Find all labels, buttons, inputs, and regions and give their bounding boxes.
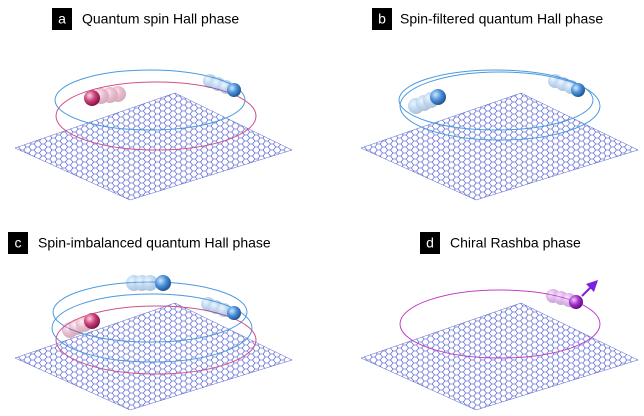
electron (571, 83, 585, 97)
panel-title: Quantum spin Hall phase (82, 11, 239, 27)
electron (227, 306, 241, 320)
panel-title: Spin-imbalanced quantum Hall phase (38, 235, 271, 251)
electron (227, 83, 241, 97)
lattice (15, 93, 292, 200)
panel-a: a Quantum spin Hall phase (15, 8, 292, 200)
figure: a Quantum spin Hall phase b Spin-filtere… (0, 0, 644, 416)
panel-title: Chiral Rashba phase (450, 235, 581, 251)
panel-letter: d (426, 235, 434, 251)
electron (430, 89, 446, 105)
panel-d: d Chiral Rashba phase (361, 232, 638, 410)
electron (84, 90, 100, 106)
panel-b: b Spin-filtered quantum Hall phase (361, 8, 638, 200)
panel-c: c Spin-imbalanced quantum Hall phase (8, 232, 292, 410)
electron (569, 295, 583, 309)
lattice (15, 303, 292, 410)
lattice (361, 303, 638, 410)
electron (155, 275, 171, 291)
electron (84, 313, 100, 329)
panel-letter: c (15, 235, 22, 251)
panel-title: Spin-filtered quantum Hall phase (400, 11, 603, 27)
panel-letter: b (378, 11, 386, 27)
panel-letter: a (58, 11, 66, 27)
